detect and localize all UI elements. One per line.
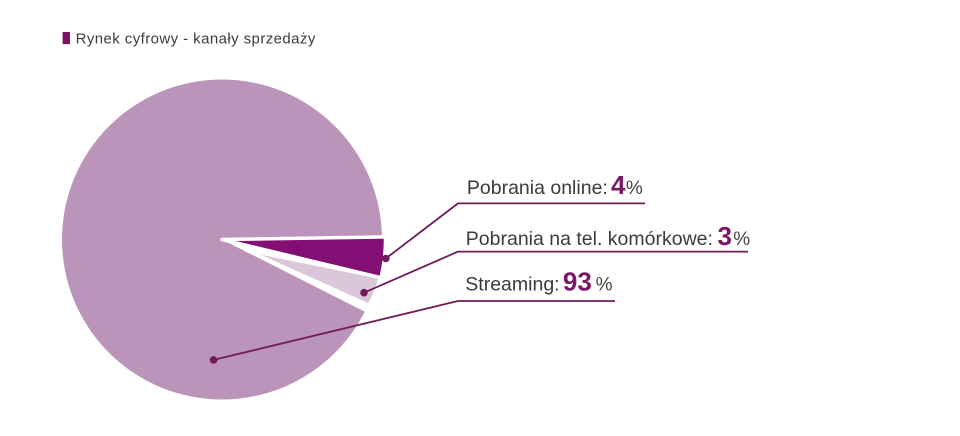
svg-text:93: 93 [563,267,592,297]
svg-text:%: % [626,178,643,199]
svg-text:%: % [596,275,613,296]
svg-text:Pobrania online:: Pobrania online: [467,177,608,199]
svg-text:Rynek cyfrowy - kanały sprzeda: Rynek cyfrowy - kanały sprzedaży [76,30,316,47]
svg-text:3: 3 [718,221,732,251]
svg-text:Pobrania na tel. komórkowe:: Pobrania na tel. komórkowe: [466,228,713,250]
svg-text:Streaming:: Streaming: [465,274,559,296]
svg-text:%: % [733,229,750,250]
svg-text:4: 4 [611,170,626,200]
